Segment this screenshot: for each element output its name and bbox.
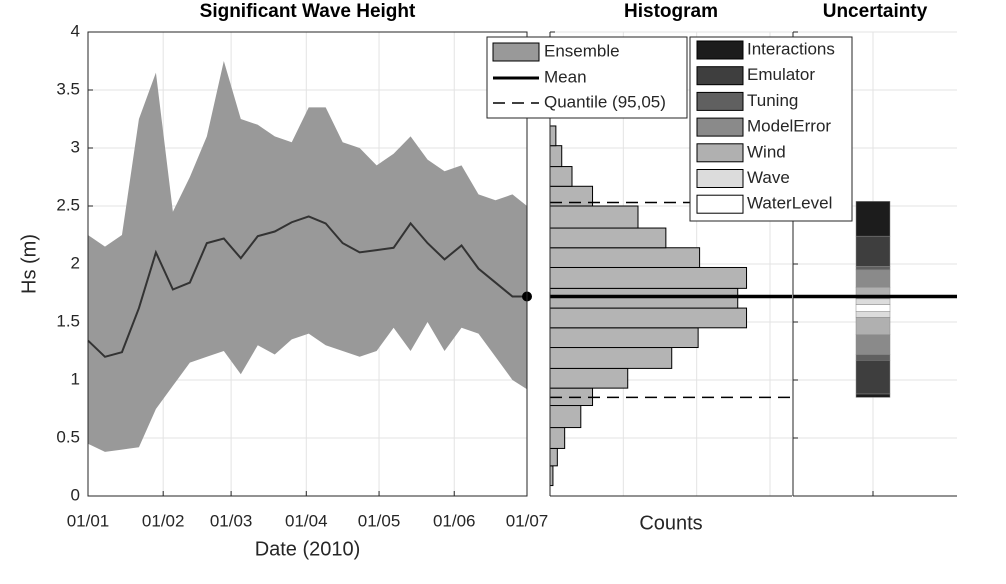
legend-swatch (696, 40, 744, 60)
ensemble-band (88, 61, 527, 452)
histogram-bar (549, 405, 582, 429)
uncertainty-segment (855, 311, 891, 318)
uncertainty-segment (855, 317, 891, 336)
y-axis-label: Hs (m) (18, 234, 40, 294)
x-tick-label: 01/05 (358, 511, 401, 530)
uncertainty-segment (855, 266, 891, 271)
histogram-bar (549, 125, 557, 147)
legend-label: WaterLevel (747, 194, 832, 213)
y-tick-label: 4 (71, 21, 80, 40)
uncertainty-segment (855, 393, 891, 398)
legend-label: Tuning (747, 91, 798, 110)
histogram-bar (549, 367, 629, 389)
legend-swatch (696, 91, 744, 111)
histogram-bar (549, 327, 699, 349)
y-tick-label: 2 (71, 253, 80, 272)
legend-label: Interactions (747, 39, 835, 58)
legend-label: Ensemble (544, 41, 620, 60)
chart-title: Histogram (624, 1, 718, 22)
uncertainty-segment (855, 360, 891, 395)
legend-label: Mean (544, 67, 587, 86)
histogram-bar (549, 205, 639, 229)
legend-swatch (696, 66, 744, 86)
legend-swatch (696, 143, 744, 163)
legend-swatch (696, 169, 744, 188)
legend-swatch (696, 194, 744, 214)
legend-label: Wind (747, 142, 786, 161)
histogram-bar (549, 307, 748, 329)
histogram-bar (549, 347, 673, 369)
x-tick-label: 01/07 (506, 511, 549, 530)
legend-components: Interactions Emulator Tuning ModelError Wind… (689, 36, 853, 222)
x-tick-label: 01/02 (142, 511, 185, 530)
y-tick-label: 0.5 (56, 427, 80, 446)
y-tick-label: 2.5 (56, 195, 80, 214)
legend-label: ModelError (747, 117, 831, 136)
x-tick-label: 01/06 (433, 511, 476, 530)
uncertainty-segment (855, 304, 891, 312)
uncertainty-segment (855, 235, 891, 267)
x-tick-label: 01/03 (210, 511, 253, 530)
histogram-bar (549, 266, 748, 289)
uncertainty-segment (855, 334, 891, 355)
histogram-bar (549, 247, 701, 268)
x-tick-label: 01/04 (285, 511, 328, 530)
axes-box (87, 31, 528, 497)
legend-ensemble: Ensemble Mean Quantile (95,05) (486, 36, 688, 119)
x-axis-label: Counts (639, 512, 702, 534)
y-tick-label: 1 (71, 369, 80, 388)
uncertainty-segment (855, 298, 891, 305)
uncertainty-segment (855, 354, 891, 361)
x-axis-label: Date (2010) (255, 538, 361, 560)
y-tick-label: 1.5 (56, 311, 80, 330)
mean-line (87, 215, 527, 358)
chart-title: Uncertainty (823, 1, 928, 22)
legend-label: Emulator (747, 65, 815, 84)
legend-label: Quantile (95,05) (544, 92, 666, 111)
uncertainty-segment (855, 201, 891, 237)
histogram-bar (549, 427, 566, 449)
chart-title: Significant Wave Height (200, 1, 416, 22)
histogram-bar (549, 145, 563, 168)
y-tick-label: 0 (71, 485, 80, 504)
legend-label: Wave (747, 168, 790, 187)
uncertainty-segment (855, 269, 891, 288)
legend-swatch (492, 42, 540, 62)
histogram-bar (549, 227, 667, 249)
y-tick-label: 3.5 (56, 79, 80, 98)
histogram-bar (549, 447, 558, 467)
y-tick-label: 3 (71, 137, 80, 156)
histogram-bar (549, 166, 573, 187)
legend-swatch (696, 117, 744, 137)
x-tick-label: 01/01 (67, 511, 110, 530)
